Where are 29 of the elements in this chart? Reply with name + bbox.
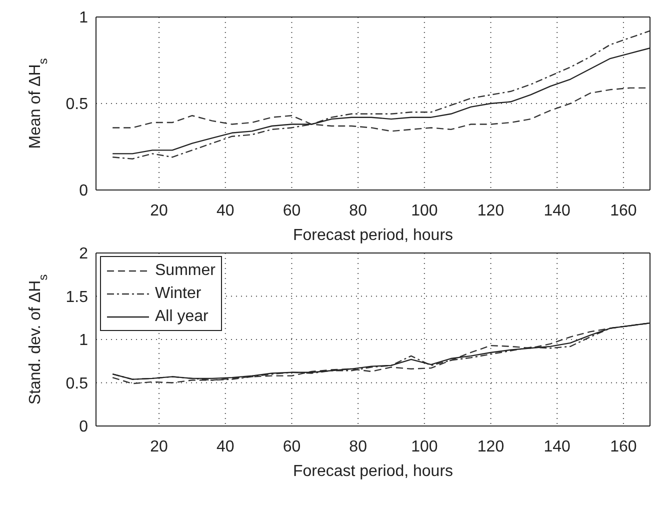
x-tick-label: 160 — [610, 202, 637, 220]
x-axis-title: Forecast period, hours — [292, 227, 454, 244]
y-tick-label: 1 — [79, 10, 88, 27]
x-tick-label: 80 — [349, 202, 368, 220]
x-tick-label: 140 — [544, 202, 571, 220]
x-tick-label: 120 — [477, 202, 504, 220]
legend-label: Winter — [155, 284, 202, 302]
y-tick-label: 1 — [79, 332, 88, 350]
legend-label: Summer — [155, 262, 216, 280]
x-tick-label: 60 — [282, 202, 301, 220]
y-tick-label: 2 — [79, 246, 88, 263]
y-tick-label: 0.5 — [66, 375, 88, 392]
y-tick-label: 1.5 — [66, 288, 88, 306]
x-tick-label: 80 — [349, 438, 368, 456]
x-tick-label: 160 — [610, 438, 637, 456]
x-tick-label: 120 — [477, 438, 504, 456]
x-tick-label: 100 — [411, 438, 438, 456]
x-tick-label: 60 — [282, 438, 301, 456]
x-tick-label: 40 — [216, 202, 234, 220]
x-tick-label: 40 — [216, 438, 234, 456]
x-axis-title: Forecast period, hours — [292, 463, 454, 480]
y-tick-label: 0.5 — [66, 96, 88, 114]
legend-label: All year — [155, 308, 208, 326]
x-tick-label: 20 — [150, 202, 168, 220]
x-tick-label: 20 — [150, 438, 168, 456]
x-tick-label: 100 — [411, 202, 438, 220]
y-tick-label: 0 — [79, 182, 88, 200]
y-tick-label: 0 — [79, 418, 88, 436]
x-tick-label: 140 — [544, 438, 571, 456]
